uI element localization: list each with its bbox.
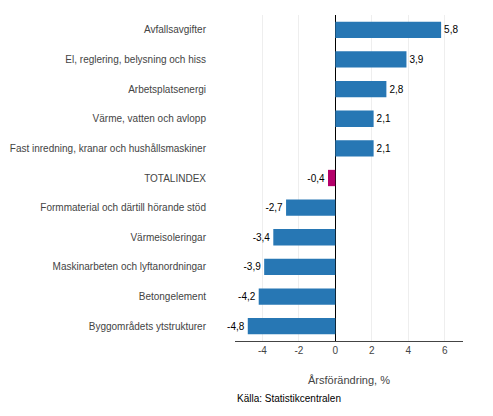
svg-text:Arbetsplatsenergi: Arbetsplatsenergi (128, 84, 206, 95)
svg-text:-4: -4 (258, 345, 267, 356)
svg-text:Maskinarbeten och lyftanordnin: Maskinarbeten och lyftanordningar (53, 261, 207, 272)
svg-text:Värme, vatten och avlopp: Värme, vatten och avlopp (93, 113, 207, 124)
svg-text:Värmeisoleringar: Värmeisoleringar (130, 232, 206, 243)
svg-text:2,1: 2,1 (377, 143, 391, 154)
svg-text:-2: -2 (294, 345, 303, 356)
svg-text:Formmaterial och därtill höran: Formmaterial och därtill hörande stöd (40, 202, 206, 213)
svg-text:-3,9: -3,9 (244, 261, 262, 272)
svg-text:-0,4: -0,4 (307, 173, 325, 184)
svg-text:-3,4: -3,4 (253, 232, 271, 243)
svg-text:Källa: Statistikcentralen: Källa: Statistikcentralen (237, 393, 341, 404)
svg-text:Byggområdets ytstrukturer: Byggområdets ytstrukturer (89, 321, 207, 332)
svg-text:2,1: 2,1 (377, 113, 391, 124)
svg-text:Fast inredning, kranar och hus: Fast inredning, kranar och hushållsmaski… (10, 143, 207, 154)
svg-text:El, reglering, belysning och h: El, reglering, belysning och hiss (65, 54, 206, 65)
svg-text:-4,8: -4,8 (227, 321, 245, 332)
svg-text:-4,2: -4,2 (238, 291, 256, 302)
svg-text:5,8: 5,8 (444, 24, 458, 35)
svg-text:Årsförändring, %: Årsförändring, % (308, 374, 390, 386)
svg-text:3,9: 3,9 (409, 54, 423, 65)
svg-text:2: 2 (369, 345, 375, 356)
svg-text:2,8: 2,8 (389, 84, 403, 95)
svg-text:6: 6 (442, 345, 448, 356)
svg-text:-2,7: -2,7 (265, 202, 283, 213)
svg-text:4: 4 (405, 345, 411, 356)
svg-text:Avfallsavgifter: Avfallsavgifter (144, 24, 207, 35)
svg-text:TOTALINDEX: TOTALINDEX (144, 173, 206, 184)
svg-text:0: 0 (333, 345, 339, 356)
svg-text:Betongelement: Betongelement (139, 291, 206, 302)
